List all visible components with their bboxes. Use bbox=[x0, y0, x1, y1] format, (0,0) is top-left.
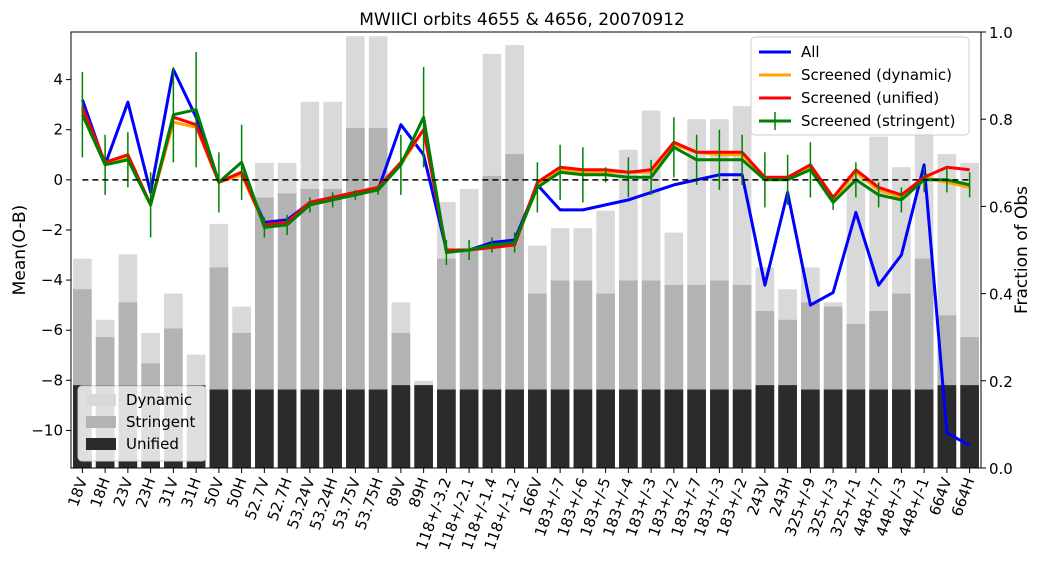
bar-unified-29 bbox=[732, 389, 752, 468]
bar-unified-24 bbox=[619, 389, 638, 468]
bar-unified-20 bbox=[528, 389, 547, 468]
line-screened-stringent bbox=[81, 108, 970, 254]
y-tick-label: −8 bbox=[41, 371, 63, 389]
y-tick-label: 2 bbox=[53, 121, 63, 139]
legend-bars: Dynamic Stringent Unified bbox=[77, 385, 207, 462]
bar-unified-22 bbox=[573, 389, 593, 468]
y-tick-label: 0 bbox=[53, 171, 63, 189]
bar-unified-30 bbox=[755, 385, 775, 468]
bar-stringent-13 bbox=[368, 127, 388, 469]
y-tick-label: −4 bbox=[41, 271, 63, 289]
bar-unified-31 bbox=[778, 385, 797, 468]
bar-unified-9 bbox=[277, 389, 297, 468]
bar-unified-39 bbox=[960, 385, 979, 468]
bar-unified-26 bbox=[664, 389, 684, 468]
legend-lines-box bbox=[750, 36, 970, 136]
bar-unified-17 bbox=[459, 389, 479, 468]
y2-tick-label: 0.0 bbox=[989, 460, 1013, 478]
y-tick-label: 4 bbox=[53, 71, 63, 89]
bar-unified-32 bbox=[801, 389, 820, 468]
bar-unified-14 bbox=[391, 385, 411, 468]
legend-label-bar-0: Dynamic bbox=[126, 391, 192, 409]
axes-layer: 420−2−4−6−8−100.00.20.40.60.81.018V18H23… bbox=[31, 24, 1013, 552]
legend-lines: All Screened (dynamic) Screened (unified) S… bbox=[750, 36, 970, 136]
x-tick-label: 23H bbox=[132, 475, 159, 510]
bar-unified-16 bbox=[437, 389, 456, 468]
bar-unified-27 bbox=[687, 389, 706, 468]
bar-unified-15 bbox=[414, 385, 433, 468]
bar-unified-23 bbox=[596, 389, 615, 468]
bar-unified-10 bbox=[300, 389, 320, 468]
legend-label-line-0: All bbox=[801, 43, 820, 61]
bar-unified-21 bbox=[550, 389, 570, 468]
bar-unified-36 bbox=[892, 389, 911, 468]
bar-unified-11 bbox=[323, 389, 342, 468]
bar-unified-6 bbox=[209, 389, 229, 468]
y2-axis-title: Fraction of Obs bbox=[1012, 186, 1032, 314]
bar-unified-35 bbox=[869, 389, 888, 468]
bar-unified-18 bbox=[482, 389, 502, 468]
bar-unified-33 bbox=[823, 389, 843, 468]
bar-unified-8 bbox=[255, 389, 274, 468]
y2-tick-label: 0.8 bbox=[989, 111, 1013, 129]
y-tick-label: −10 bbox=[31, 421, 63, 439]
bar-stringent-12 bbox=[346, 127, 365, 469]
bar-unified-13 bbox=[368, 389, 388, 468]
bar-unified-28 bbox=[710, 389, 729, 468]
y2-tick-label: 0.6 bbox=[989, 198, 1013, 216]
x-tick-label: 18H bbox=[87, 475, 114, 510]
legend-swatch-bar-1 bbox=[86, 416, 116, 428]
bar-unified-12 bbox=[346, 389, 365, 468]
line-layer bbox=[80, 52, 971, 447]
legend-label-line-3: Screened (stringent) bbox=[801, 112, 955, 130]
y-axis-title: Mean(O-B) bbox=[10, 205, 30, 296]
legend-label-bar-1: Stringent bbox=[126, 413, 196, 431]
bar-unified-34 bbox=[846, 389, 866, 468]
bar-unified-37 bbox=[914, 389, 934, 468]
bar-unified-7 bbox=[232, 389, 251, 468]
bar-unified-19 bbox=[505, 389, 524, 468]
legend-label-line-2: Screened (unified) bbox=[801, 89, 939, 107]
x-tick-label: 31H bbox=[178, 475, 205, 510]
y2-tick-label: 1.0 bbox=[989, 24, 1013, 42]
y2-tick-label: 0.4 bbox=[989, 286, 1013, 304]
y-tick-label: −2 bbox=[41, 221, 63, 239]
legend-label-line-1: Screened (dynamic) bbox=[801, 66, 952, 84]
y-tick-label: −6 bbox=[41, 321, 63, 339]
chart-title: MWIICI orbits 4655 & 4656, 20070912 bbox=[359, 10, 685, 30]
bar-unified-25 bbox=[641, 389, 661, 468]
legend-swatch-bar-0 bbox=[86, 394, 116, 406]
y2-tick-label: 0.2 bbox=[989, 373, 1013, 391]
plot-frame bbox=[70, 31, 982, 469]
legend-swatch-bar-2 bbox=[86, 438, 116, 450]
legend-label-bar-2: Unified bbox=[126, 435, 179, 453]
